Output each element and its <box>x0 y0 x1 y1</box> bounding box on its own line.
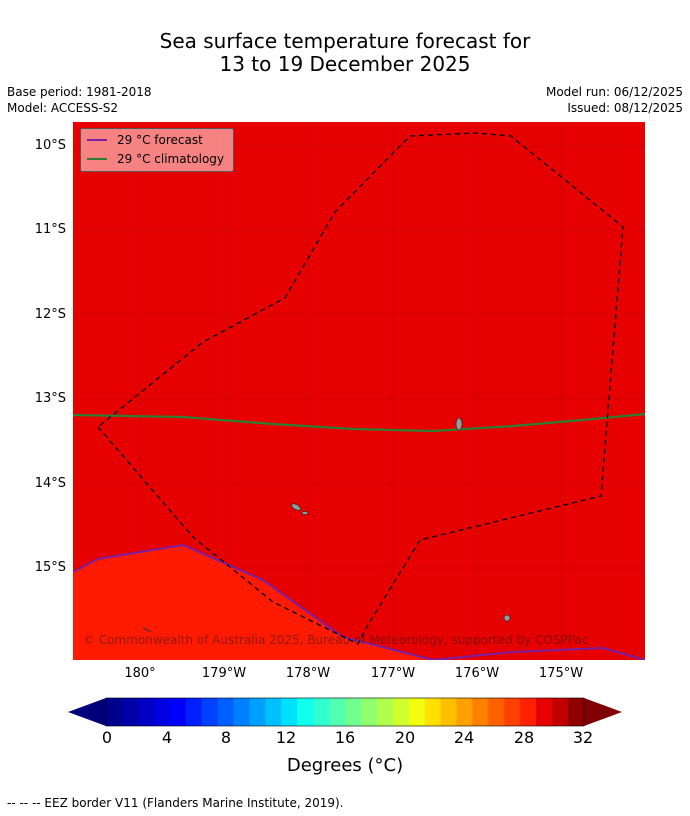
colorbar-cell <box>185 698 202 726</box>
colorbar-label: Degrees (°C) <box>286 755 404 776</box>
island-southwest <box>142 627 152 633</box>
warm-sst-region <box>73 545 433 660</box>
lat-label-12s: 12°S <box>34 307 66 322</box>
map-canvas[interactable] <box>73 122 645 660</box>
lon-label-176w: 176°W <box>454 666 500 681</box>
colorbar-tick-0: 0 <box>101 728 113 747</box>
legend-forecast: 29 °C forecast <box>87 132 203 148</box>
lat-label-13s: 13°S <box>34 391 66 406</box>
lat-label-15s: 15°S <box>34 560 66 575</box>
title-line-2: 13 to 19 December 2025 <box>219 52 471 76</box>
colorbar-cell <box>536 698 553 726</box>
model-name: Model: ACCESS-S2 <box>7 101 119 115</box>
map-legend: 29 °C forecast 29 °C climatology <box>80 128 234 172</box>
colorbar-tick-8: 8 <box>220 728 232 747</box>
map-gridlines <box>73 122 645 660</box>
colorbar-cell <box>201 698 218 726</box>
colorbar-high-extend <box>584 698 622 726</box>
legend-forecast-label: 29 °C forecast <box>117 133 203 147</box>
lat-label-14s: 14°S <box>34 476 66 491</box>
issued-date: Issued: 08/12/2025 <box>567 101 683 115</box>
colorbar-cell <box>472 698 489 726</box>
title-line-1: Sea surface temperature forecast for <box>159 29 531 53</box>
colorbar-cell <box>153 698 171 726</box>
colorbar-cell <box>408 698 426 726</box>
colorbar-cell <box>440 698 457 726</box>
lat-label-10s: 10°S <box>34 138 66 153</box>
colorbar-cell <box>488 698 505 726</box>
colorbar-cell <box>520 698 537 726</box>
colorbar-cell <box>106 698 123 726</box>
colorbar-cell <box>313 698 330 726</box>
copyright-notice: © Commonwealth of Australia 2025, Bureau… <box>83 633 589 647</box>
island-north <box>455 417 463 431</box>
colorbar-cell <box>392 698 410 726</box>
colorbar-cell <box>424 698 441 726</box>
eez-border <box>97 132 624 645</box>
colorbar-tick-16: 16 <box>334 728 356 747</box>
colorbar-cell <box>329 698 346 726</box>
lon-label-179w: 179°W <box>201 666 247 681</box>
base-period: Base period: 1981-2018 <box>7 85 152 99</box>
colorbar-cell <box>360 698 378 726</box>
colorbar-cell <box>456 698 473 726</box>
colorbar-cell <box>568 698 585 726</box>
lon-label-175w: 175°W <box>538 666 584 681</box>
forecast-line-swatch <box>87 139 107 141</box>
colorbar <box>68 697 622 727</box>
island-south <box>503 614 511 622</box>
colorbar-tick-24: 24 <box>453 728 475 747</box>
climatology-29c-contour <box>73 412 645 433</box>
lon-label-177w: 177°W <box>370 666 416 681</box>
colorbar-low-extend <box>68 698 106 726</box>
colorbar-cells <box>106 698 585 726</box>
colorbar-tick-12: 12 <box>275 728 297 747</box>
colorbar-cell <box>297 698 314 726</box>
model-run: Model run: 06/12/2025 <box>545 85 683 99</box>
eez-footnote: -- -- -- EEZ border V11 (Flanders Marine… <box>7 796 344 810</box>
colorbar-cell <box>169 698 187 726</box>
island-west <box>291 503 301 511</box>
legend-climatology-label: 29 °C climatology <box>117 152 225 166</box>
colorbar-cell <box>137 698 155 726</box>
lon-label-180: 180° <box>124 666 156 681</box>
legend-climatology: 29 °C climatology <box>87 151 224 167</box>
lat-label-11s: 11°S <box>34 222 66 237</box>
colorbar-cell <box>217 698 234 726</box>
meta-left: Base period: 1981-2018 Model: ACCESS-S2 <box>7 84 152 116</box>
map-panel[interactable] <box>73 122 645 660</box>
colorbar-cell <box>121 698 139 726</box>
colorbar-cell <box>249 698 266 726</box>
colorbar-tick-20: 20 <box>394 728 416 747</box>
colorbar-cell <box>281 698 298 726</box>
colorbar-cell <box>265 698 282 726</box>
colorbar-cell <box>376 698 394 726</box>
lon-label-178w: 178°W <box>285 666 331 681</box>
chart-title: Sea surface temperature forecast for 13 … <box>0 30 690 76</box>
island-west-small <box>301 511 309 515</box>
colorbar-tick-4: 4 <box>161 728 173 747</box>
meta-right: Model run: 06/12/2025 Issued: 08/12/2025 <box>546 84 683 116</box>
colorbar-cell <box>233 698 250 726</box>
colorbar-cell <box>552 698 569 726</box>
colorbar-tick-28: 28 <box>513 728 535 747</box>
climatology-line-swatch <box>87 158 107 160</box>
colorbar-cell <box>504 698 521 726</box>
colorbar-cell <box>345 698 362 726</box>
colorbar-outline <box>105 697 585 727</box>
colorbar-tick-32: 32 <box>572 728 594 747</box>
